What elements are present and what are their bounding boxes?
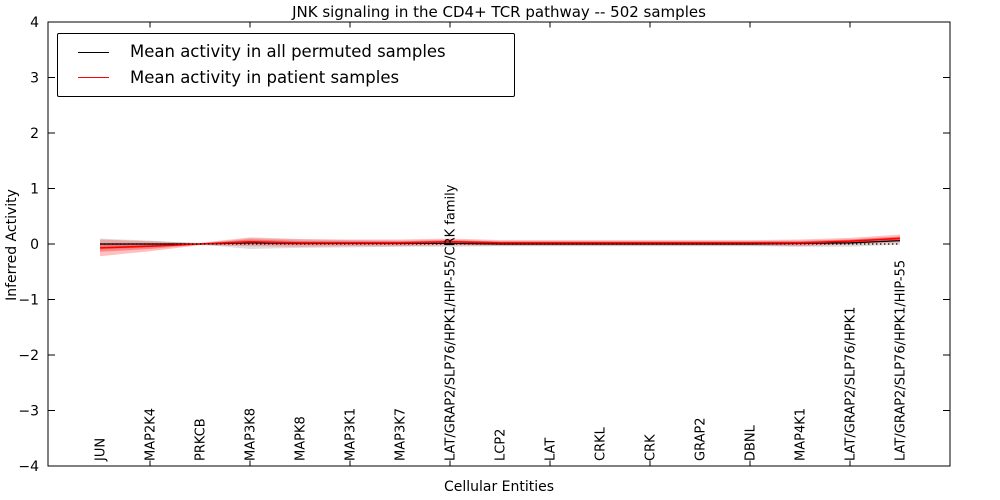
- x-category-label: GRAP2: [694, 417, 709, 461]
- patient-mean-line: [99, 237, 901, 249]
- x-category-label: DBNL: [744, 424, 759, 461]
- x-category-label: LAT: [544, 438, 559, 461]
- x-category-label: MAP3K7: [394, 408, 409, 461]
- x-category-label: CRK: [644, 434, 659, 461]
- y-tick-label: 3: [30, 71, 39, 87]
- legend: Mean activity in all permuted samples Me…: [57, 33, 515, 97]
- x-category-label: MAP3K8: [244, 408, 259, 461]
- y-tick-label: 0: [30, 237, 39, 253]
- x-category-label: CRKL: [594, 426, 609, 461]
- patient-confidence-band: [100, 234, 900, 257]
- y-tick-label: −1: [18, 293, 39, 309]
- legend-label-permuted: Mean activity in all permuted samples: [130, 42, 446, 62]
- y-tick-label: −4: [18, 459, 39, 475]
- chart-title: JNK signaling in the CD4+ TCR pathway --…: [292, 3, 706, 21]
- x-category-label: MAP2K4: [144, 408, 159, 461]
- legend-label-patient: Mean activity in patient samples: [130, 67, 400, 87]
- legend-entry-permuted: Mean activity in all permuted samples: [78, 43, 514, 61]
- x-category-label: MAPK8: [294, 416, 309, 461]
- permuted-line-swatch: [78, 51, 109, 53]
- x-category-label: MAP3K1: [344, 408, 359, 461]
- x-category-label: JUN: [94, 438, 109, 462]
- patient-line-swatch: [78, 77, 109, 79]
- y-tick-label: 2: [30, 126, 39, 142]
- y-tick-label: −2: [18, 348, 39, 364]
- x-category-label: LAT/GRAP2/SLP76/HPK1/HIP-55/CRK family: [444, 184, 459, 461]
- x-category-label: PRKCB: [194, 418, 209, 461]
- y-tick-label: 1: [30, 182, 39, 198]
- y-tick-label: 4: [30, 15, 39, 31]
- x-category-label: LAT/GRAP2/SLP76/HPK1: [844, 307, 859, 461]
- y-axis-label: Inferred Activity: [4, 189, 20, 301]
- x-category-label: MAP4K1: [794, 408, 809, 461]
- x-category-label: LCP2: [494, 429, 509, 461]
- x-axis-label: Cellular Entities: [443, 479, 555, 495]
- y-tick-label: −3: [18, 404, 39, 420]
- legend-entry-patient: Mean activity in patient samples: [78, 67, 514, 87]
- x-category-label: LAT/GRAP2/SLP76/HPK1/HIP-55: [894, 260, 909, 461]
